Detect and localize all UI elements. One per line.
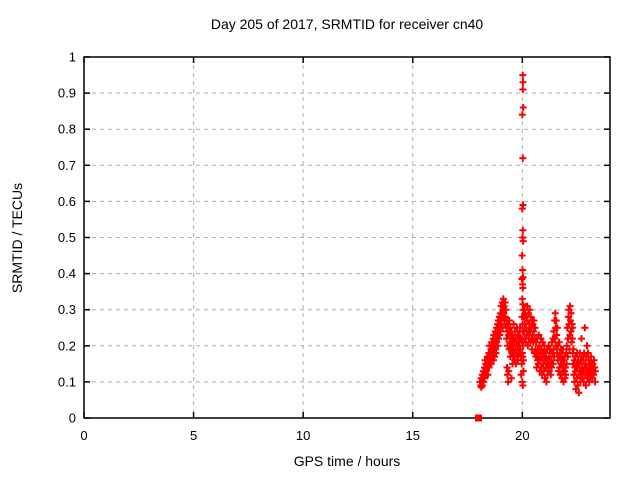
y-tick-label: 0.4 [58, 266, 76, 281]
y-axis-label: SRMTID / TECUs [9, 183, 25, 293]
x-tick-label: 20 [515, 428, 529, 443]
scatter-series-plus-markers [476, 71, 599, 397]
x-tick-labels: 0 5 10 15 20 [80, 428, 529, 443]
x-tick-label: 0 [80, 428, 87, 443]
x-tick-label: 5 [190, 428, 197, 443]
y-tick-label: 0 [69, 411, 76, 426]
y-tick-label: 1 [69, 50, 76, 65]
plot-border [83, 56, 611, 419]
y-tick-label: 0.6 [58, 194, 76, 209]
x-tick-label: 10 [296, 428, 310, 443]
y-tick-label: 0.8 [58, 122, 76, 137]
y-tick-label: 0.9 [58, 86, 76, 101]
chart-title: Day 205 of 2017, SRMTID for receiver cn4… [211, 16, 484, 32]
axis-ticks [83, 56, 610, 419]
y-tick-label: 0.7 [58, 158, 76, 173]
y-tick-label: 0.5 [58, 230, 76, 245]
y-tick-label: 0.3 [58, 302, 76, 317]
x-axis-label: GPS time / hours [294, 453, 401, 469]
y-tick-labels: 0 0.1 0.2 0.3 0.4 0.5 0.6 0.7 0.8 0.9 1 [58, 50, 76, 426]
y-tick-label: 0.2 [58, 338, 76, 353]
scatter-series-square-marker [475, 414, 482, 422]
x-tick-label: 15 [406, 428, 420, 443]
gridlines [84, 57, 610, 418]
data-points [475, 71, 599, 422]
y-tick-label: 0.1 [58, 374, 76, 389]
